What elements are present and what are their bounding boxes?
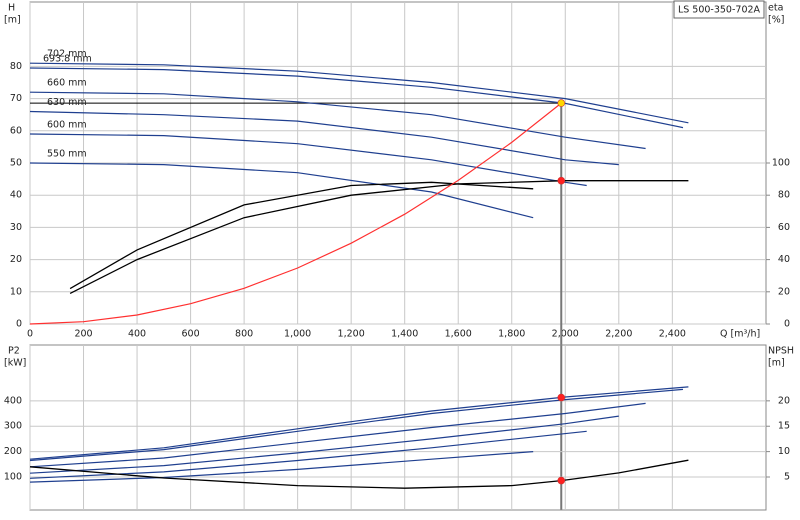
- curve: [29, 162, 534, 219]
- y-tick-label: 300: [4, 421, 22, 432]
- curve: [69, 180, 689, 294]
- y-axis-unit: [kW]: [4, 358, 26, 369]
- x-tick-label: 400: [128, 329, 146, 340]
- operating-point: [557, 176, 566, 185]
- y-tick-label: 70: [10, 93, 22, 104]
- curve: [29, 430, 587, 479]
- curve: [29, 91, 646, 150]
- curve: [29, 62, 689, 124]
- x-tick-label: 1,400: [391, 329, 418, 340]
- y-tick-label: 20: [10, 254, 22, 265]
- y-axis-unit: [m]: [4, 15, 21, 26]
- operating-point: [557, 476, 566, 485]
- y-axis-title: H: [8, 3, 15, 14]
- curve: [29, 459, 689, 489]
- curve-label: 660 mm: [47, 78, 87, 89]
- curve: [29, 386, 689, 460]
- y2-axis-title: eta: [768, 3, 783, 14]
- y2-tick-label: 15: [778, 421, 790, 432]
- curve-label: 550 mm: [47, 149, 87, 160]
- y-axis-title: P2: [8, 346, 20, 357]
- y2-tick-label: 60: [778, 222, 790, 233]
- y2-axis-unit: [%]: [768, 15, 784, 26]
- y2-tick-label: 0: [784, 319, 790, 330]
- y-tick-label: 60: [10, 125, 22, 136]
- operating-point: [557, 393, 566, 402]
- y-tick-label: 100: [4, 472, 22, 483]
- y2-tick-label: 80: [778, 190, 790, 201]
- curve-label: 693.8 mm: [43, 54, 92, 65]
- y-tick-label: 0: [16, 319, 22, 330]
- y2-tick-label: 20: [778, 286, 790, 297]
- y2-tick-label: 10: [778, 446, 790, 457]
- y-tick-label: 10: [10, 286, 22, 297]
- x-tick-label: 1,600: [445, 329, 472, 340]
- curve: [29, 402, 646, 468]
- x-tick-label: 1,000: [284, 329, 311, 340]
- curve: [29, 415, 619, 474]
- y-tick-label: 400: [4, 395, 22, 406]
- y2-axis-title: NPSH: [768, 346, 794, 357]
- curve: [29, 388, 684, 462]
- y-tick-label: 80: [10, 61, 22, 72]
- x-axis-title: Q [m³/h]: [720, 329, 760, 340]
- curve-label: 630 mm: [47, 97, 87, 108]
- curve: [29, 451, 534, 483]
- title-box: [673, 0, 765, 19]
- x-tick-label: 2,000: [552, 329, 579, 340]
- y-tick-label: 50: [10, 158, 22, 169]
- y-tick-label: 40: [10, 190, 22, 201]
- curve: [69, 181, 534, 290]
- x-tick-label: 2,400: [659, 329, 686, 340]
- operating-point: [557, 99, 566, 107]
- y2-tick-label: 40: [778, 254, 790, 265]
- chart-title: LS 500-350-702A: [678, 5, 761, 16]
- y2-axis-unit: [m]: [768, 358, 785, 369]
- y2-tick-label: 100: [772, 158, 790, 169]
- y-tick-label: 200: [4, 446, 22, 457]
- curve: [29, 110, 619, 166]
- x-tick-label: 200: [74, 329, 92, 340]
- x-tick-label: 1,200: [338, 329, 365, 340]
- curve: [29, 67, 684, 129]
- curve-label: 600 mm: [47, 120, 87, 131]
- x-tick-label: 0: [27, 329, 33, 340]
- y-tick-label: 30: [10, 222, 22, 233]
- x-tick-label: 2,200: [605, 329, 632, 340]
- x-tick-label: 1,800: [498, 329, 525, 340]
- plot-frame: [29, 344, 767, 511]
- curve: [29, 133, 587, 187]
- curve-label: 702 mm: [47, 49, 87, 60]
- y2-tick-label: 5: [784, 472, 790, 483]
- x-tick-label: 800: [235, 329, 253, 340]
- y2-tick-label: 20: [778, 395, 790, 406]
- x-tick-label: 600: [182, 329, 200, 340]
- curve: [29, 102, 562, 325]
